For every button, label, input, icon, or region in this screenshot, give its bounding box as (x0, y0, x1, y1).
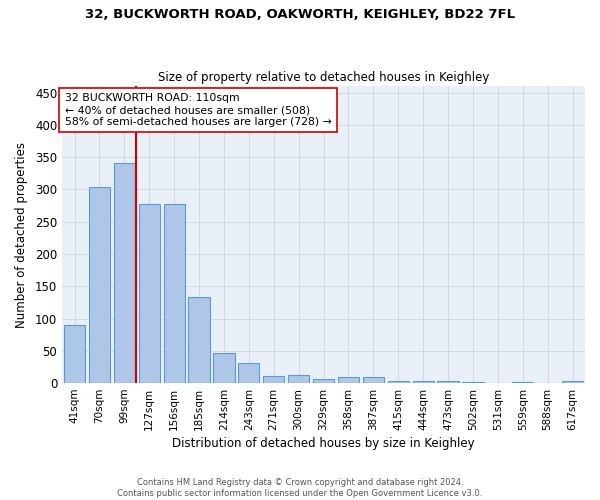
Bar (388, 381, 409, 383)
Text: 32, BUCKWORTH ROAD, OAKWORTH, KEIGHLEY, BD22 7FL: 32, BUCKWORTH ROAD, OAKWORTH, KEIGHLEY, … (85, 8, 515, 20)
Bar (139, 204, 160, 383)
Text: 32 BUCKWORTH ROAD: 110sqm
← 40% of detached houses are smaller (508)
58% of semi: 32 BUCKWORTH ROAD: 110sqm ← 40% of detac… (65, 94, 331, 126)
Bar (313, 378, 334, 383)
Bar (363, 378, 384, 383)
Bar (413, 381, 434, 383)
Bar (214, 352, 235, 383)
Bar (64, 325, 85, 383)
Bar (89, 188, 110, 383)
Y-axis label: Number of detached properties: Number of detached properties (15, 142, 28, 328)
Bar (562, 381, 583, 383)
Bar (188, 296, 209, 383)
Bar (338, 378, 359, 383)
Bar (164, 204, 185, 383)
Bar (288, 374, 309, 383)
X-axis label: Distribution of detached houses by size in Keighley: Distribution of detached houses by size … (172, 437, 475, 450)
Bar (263, 376, 284, 383)
Bar (238, 363, 259, 383)
Bar (437, 381, 458, 383)
Title: Size of property relative to detached houses in Keighley: Size of property relative to detached ho… (158, 70, 489, 84)
Text: Contains HM Land Registry data © Crown copyright and database right 2024.
Contai: Contains HM Land Registry data © Crown c… (118, 478, 482, 498)
Bar (114, 163, 135, 383)
Bar (463, 382, 484, 383)
Bar (512, 382, 533, 383)
